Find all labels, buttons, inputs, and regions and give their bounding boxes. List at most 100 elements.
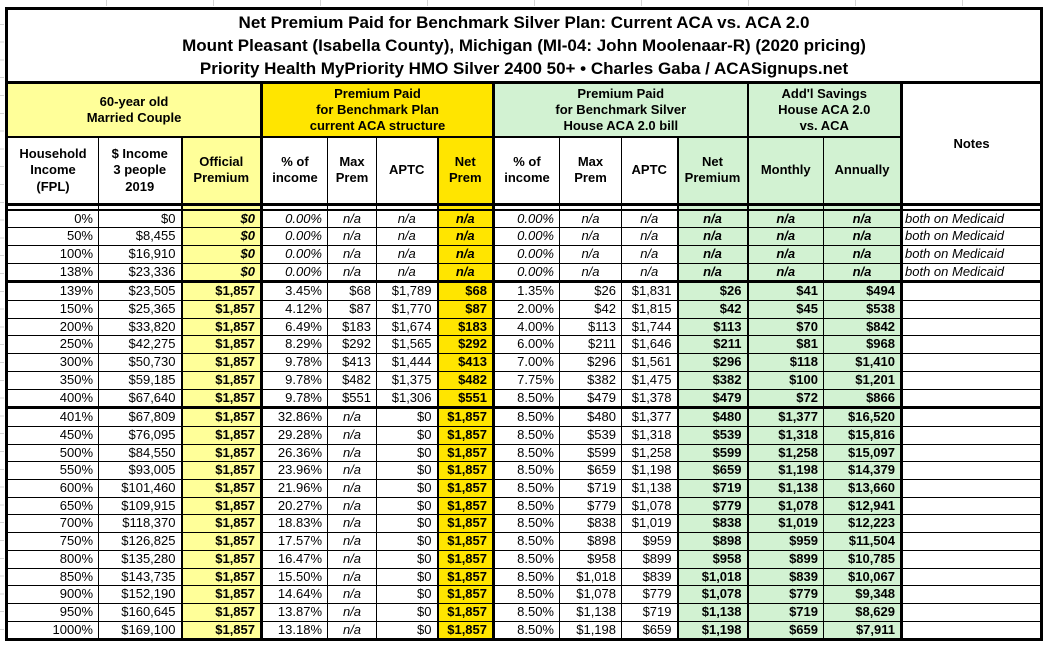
cell-aca2-net-premium[interactable]: $539	[676, 425, 749, 445]
col-header-aca-net-prem[interactable]: Net Prem	[436, 136, 495, 206]
cell-aca-max-prem[interactable]: n/a	[327, 496, 377, 516]
cell-aca2-aptc[interactable]: $1,561	[621, 353, 678, 372]
cell-aca-aptc[interactable]: $0	[376, 496, 438, 516]
cell-aca-max-prem[interactable]: n/a	[327, 549, 377, 569]
cell-aca-net-prem[interactable]: $1,857	[436, 425, 495, 445]
cell-aca2-pct-income[interactable]: 8.50%	[493, 567, 560, 587]
cell-aca2-net-premium[interactable]: $958	[676, 549, 749, 569]
cell-note[interactable]: both on Medicaid	[900, 262, 1043, 283]
cell-fpl[interactable]: 900%	[6, 585, 99, 604]
cell-fpl[interactable]: 200%	[6, 317, 99, 337]
col-header-monthly[interactable]: Monthly	[747, 136, 824, 206]
cell-aca2-max-prem[interactable]: $42	[559, 300, 622, 319]
cell-aca2-net-premium[interactable]: $898	[676, 532, 749, 551]
cell-aca2-pct-income[interactable]: 8.50%	[493, 532, 560, 551]
col-header-fpl[interactable]: Household Income (FPL)	[6, 136, 99, 206]
cell-aca-aptc[interactable]: $0	[376, 406, 438, 427]
cell-note[interactable]: both on Medicaid	[900, 208, 1043, 229]
cell-aca-max-prem[interactable]: n/a	[327, 479, 377, 498]
cell-note[interactable]	[900, 532, 1043, 551]
cell-aca-pct-income[interactable]: 9.78%	[261, 353, 328, 372]
cell-aca2-aptc[interactable]: n/a	[621, 244, 678, 264]
cell-aca-pct-income[interactable]: 17.57%	[261, 532, 328, 551]
cell-aca-net-prem[interactable]: $1,857	[436, 602, 495, 622]
group-header-current-aca[interactable]: Premium Paid for Benchmark Plan current …	[261, 82, 495, 138]
cell-official-premium[interactable]: $1,857	[180, 425, 263, 445]
cell-savings-annually[interactable]: $10,067	[823, 567, 903, 587]
cell-note[interactable]	[900, 602, 1043, 622]
cell-aca2-aptc[interactable]: $1,078	[621, 496, 678, 516]
cell-fpl[interactable]: 700%	[6, 514, 99, 534]
cell-aca2-aptc[interactable]: $959	[621, 532, 678, 551]
cell-official-premium[interactable]: $1,857	[180, 335, 263, 355]
cell-aca-pct-income[interactable]: 0.00%	[261, 208, 328, 229]
cell-aca-pct-income[interactable]: 32.86%	[261, 406, 328, 427]
cell-aca2-net-premium[interactable]: $296	[676, 353, 749, 372]
cell-aca2-aptc[interactable]: $779	[621, 585, 678, 604]
cell-aca2-aptc[interactable]: $1,318	[621, 425, 678, 445]
cell-aca-net-prem[interactable]: n/a	[436, 227, 495, 246]
cell-official-premium[interactable]: $1,857	[180, 602, 263, 622]
cell-savings-annually[interactable]: $16,520	[823, 406, 903, 427]
cell-aca-pct-income[interactable]: 13.87%	[261, 602, 328, 622]
cell-aca2-pct-income[interactable]: 2.00%	[493, 300, 560, 319]
cell-savings-annually[interactable]: $1,201	[823, 370, 903, 390]
cell-savings-monthly[interactable]: $1,198	[747, 461, 824, 481]
cell-official-premium[interactable]: $1,857	[180, 567, 263, 587]
cell-official-premium[interactable]: $1,857	[180, 300, 263, 319]
cell-aca-aptc[interactable]: $1,770	[376, 300, 438, 319]
cell-aca2-pct-income[interactable]: 8.50%	[493, 620, 560, 641]
cell-aca-max-prem[interactable]: n/a	[327, 227, 377, 246]
cell-official-premium[interactable]: $1,857	[180, 585, 263, 604]
cell-aca-net-prem[interactable]: n/a	[436, 262, 495, 283]
cell-aca-net-prem[interactable]: $551	[436, 388, 495, 409]
cell-aca2-net-premium[interactable]: $211	[676, 335, 749, 355]
cell-aca-aptc[interactable]: $1,789	[376, 280, 438, 302]
cell-fpl[interactable]: 150%	[6, 300, 99, 319]
cell-savings-annually[interactable]: $12,941	[823, 496, 903, 516]
cell-aca2-pct-income[interactable]: 8.50%	[493, 585, 560, 604]
col-header-aca2-net-premium[interactable]: Net Premium	[676, 136, 749, 206]
cell-aca-pct-income[interactable]: 16.47%	[261, 549, 328, 569]
cell-income[interactable]: $169,100	[98, 620, 182, 641]
cell-income[interactable]: $25,365	[98, 300, 182, 319]
cell-aca-pct-income[interactable]: 20.27%	[261, 496, 328, 516]
cell-aca2-aptc[interactable]: $1,258	[621, 443, 678, 463]
cell-savings-annually[interactable]: $494	[823, 280, 903, 302]
cell-income[interactable]: $101,460	[98, 479, 182, 498]
cell-aca2-net-premium[interactable]: $479	[676, 388, 749, 409]
col-header-aca-pct-income[interactable]: % of income	[261, 136, 328, 206]
cell-fpl[interactable]: 139%	[6, 280, 99, 302]
cell-aca2-net-premium[interactable]: $1,018	[676, 567, 749, 587]
cell-aca2-aptc[interactable]: $1,475	[621, 370, 678, 390]
cell-savings-monthly[interactable]: n/a	[747, 262, 824, 283]
cell-income[interactable]: $23,505	[98, 280, 182, 302]
cell-aca2-aptc[interactable]: $1,646	[621, 335, 678, 355]
cell-aca-aptc[interactable]: $0	[376, 443, 438, 463]
cell-aca2-aptc[interactable]: $659	[621, 620, 678, 641]
cell-aca-max-prem[interactable]: n/a	[327, 461, 377, 481]
cell-aca-net-prem[interactable]: $1,857	[436, 461, 495, 481]
cell-savings-monthly[interactable]: $41	[747, 280, 824, 302]
cell-savings-annually[interactable]: $14,379	[823, 461, 903, 481]
cell-aca-net-prem[interactable]: $413	[436, 353, 495, 372]
cell-savings-monthly[interactable]: $118	[747, 353, 824, 372]
cell-savings-annually[interactable]: n/a	[823, 262, 903, 283]
cell-savings-monthly[interactable]: $899	[747, 549, 824, 569]
cell-aca-aptc[interactable]: $0	[376, 425, 438, 445]
cell-savings-monthly[interactable]: n/a	[747, 208, 824, 229]
cell-aca2-net-premium[interactable]: $719	[676, 479, 749, 498]
cell-income[interactable]: $126,825	[98, 532, 182, 551]
cell-income[interactable]: $23,336	[98, 262, 182, 283]
cell-aca-max-prem[interactable]: n/a	[327, 262, 377, 283]
cell-aca-max-prem[interactable]: n/a	[327, 244, 377, 264]
cell-aca2-max-prem[interactable]: $958	[559, 549, 622, 569]
cell-fpl[interactable]: 650%	[6, 496, 99, 516]
cell-savings-annually[interactable]: $968	[823, 335, 903, 355]
cell-savings-annually[interactable]: n/a	[823, 227, 903, 246]
cell-aca2-aptc[interactable]: $1,815	[621, 300, 678, 319]
cell-savings-annually[interactable]: $15,816	[823, 425, 903, 445]
cell-aca-max-prem[interactable]: $482	[327, 370, 377, 390]
cell-note[interactable]	[900, 567, 1043, 587]
cell-savings-annually[interactable]: $10,785	[823, 549, 903, 569]
